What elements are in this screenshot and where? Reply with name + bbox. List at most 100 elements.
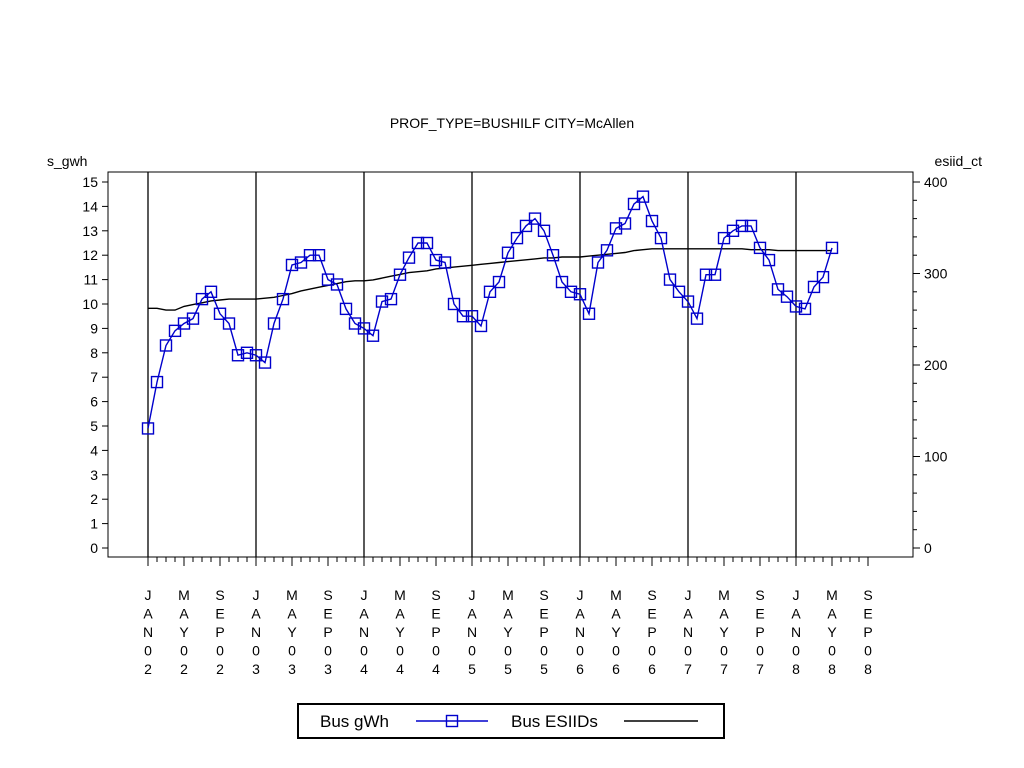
right-axis: 0 100 200 300 400 xyxy=(913,174,948,556)
data-point-bus-gwh xyxy=(618,217,632,230)
data-point-bus-gwh xyxy=(186,312,200,325)
data-point-bus-gwh xyxy=(780,290,794,303)
data-point-bus-gwh xyxy=(501,246,515,259)
right-axis-label: esiid_ct xyxy=(935,153,983,169)
data-point-bus-gwh xyxy=(636,190,650,203)
x-axis: J A N 0 2 M A Y 0 2 S E P 0 2 J A N 0 3 M A Y 0 3 S E P 0 3 J A N 0 4 M A Y 0 4… xyxy=(143,557,873,677)
chart-title: PROF_TYPE=BUSHILF CITY=McAllen xyxy=(390,115,634,131)
data-point-bus-gwh xyxy=(420,236,434,250)
plot-frame xyxy=(107,171,914,558)
data-point-bus-gwh xyxy=(546,248,560,262)
data-point-bus-gwh xyxy=(492,275,506,289)
data-point-bus-gwh xyxy=(591,256,605,269)
left-tick-label: 10 xyxy=(82,296,98,312)
legend-marker-bus-gwh xyxy=(445,714,459,728)
data-point-bus-gwh xyxy=(402,251,416,264)
left-tick-label: 2 xyxy=(90,491,98,507)
data-point-bus-gwh xyxy=(555,275,569,289)
data-point-bus-gwh xyxy=(672,285,686,298)
data-point-bus-gwh xyxy=(474,319,488,333)
legend-label-bus-gwh: Bus gWh xyxy=(320,712,389,731)
series-line-bus-gwh xyxy=(147,195,833,429)
left-tick-label: 9 xyxy=(90,320,98,336)
data-point-bus-gwh xyxy=(600,244,614,257)
data-point-bus-gwh xyxy=(249,349,263,362)
data-point-bus-gwh xyxy=(159,339,173,352)
data-point-bus-gwh xyxy=(411,236,425,250)
data-point-bus-gwh xyxy=(690,312,704,325)
right-tick-label: 300 xyxy=(924,266,948,282)
data-point-bus-gwh xyxy=(573,288,587,301)
data-point-bus-gwh xyxy=(456,310,470,323)
data-point-bus-gwh xyxy=(375,295,389,308)
data-point-bus-gwh xyxy=(807,280,821,294)
data-point-bus-gwh xyxy=(627,197,641,211)
legend-label-bus-esiids: Bus ESIIDs xyxy=(511,712,598,731)
data-point-bus-gwh xyxy=(816,270,830,284)
data-point-bus-gwh xyxy=(798,302,812,316)
right-tick-label: 400 xyxy=(924,174,948,190)
left-tick-label: 0 xyxy=(90,540,98,556)
data-point-bus-gwh xyxy=(582,307,596,320)
data-point-bus-gwh xyxy=(528,212,542,225)
series-layer xyxy=(141,190,839,435)
data-point-bus-gwh xyxy=(744,219,758,233)
legend: Bus gWh Bus ESIIDs xyxy=(297,703,725,739)
data-point-bus-gwh xyxy=(438,256,452,269)
data-point-bus-gwh xyxy=(825,241,839,255)
data-point-bus-gwh xyxy=(789,300,803,313)
data-point-bus-gwh xyxy=(213,307,227,320)
data-point-bus-gwh xyxy=(393,268,407,281)
data-point-bus-gwh xyxy=(429,253,443,267)
data-point-bus-gwh xyxy=(681,295,695,308)
data-point-bus-gwh xyxy=(699,268,713,281)
data-point-bus-gwh xyxy=(753,241,767,255)
data-point-bus-gwh xyxy=(708,268,722,281)
data-point-bus-gwh xyxy=(168,324,182,338)
left-tick-label: 4 xyxy=(90,442,98,458)
data-point-bus-gwh xyxy=(384,292,398,306)
data-point-bus-gwh xyxy=(483,285,497,298)
data-point-bus-gwh xyxy=(303,248,317,262)
data-point-bus-gwh xyxy=(519,219,533,233)
data-point-bus-gwh xyxy=(141,422,155,435)
data-point-bus-gwh xyxy=(771,283,785,296)
data-point-bus-gwh xyxy=(204,285,218,298)
data-point-bus-gwh xyxy=(150,375,164,389)
data-point-bus-gwh xyxy=(222,317,236,330)
data-point-bus-gwh xyxy=(735,219,749,233)
data-point-bus-gwh xyxy=(762,253,776,267)
data-point-bus-gwh xyxy=(285,258,299,272)
data-point-bus-gwh xyxy=(717,231,731,245)
data-point-bus-gwh xyxy=(312,248,326,262)
data-point-bus-gwh xyxy=(366,329,380,342)
data-point-bus-gwh xyxy=(231,349,245,362)
left-tick-label: 7 xyxy=(90,369,98,385)
data-point-bus-gwh xyxy=(339,302,353,316)
left-tick-label: 5 xyxy=(90,418,98,434)
data-point-bus-gwh xyxy=(663,273,677,286)
left-tick-label: 6 xyxy=(90,394,98,410)
data-point-bus-gwh xyxy=(267,317,281,330)
data-point-bus-gwh xyxy=(258,356,272,369)
data-point-bus-gwh xyxy=(276,292,290,306)
